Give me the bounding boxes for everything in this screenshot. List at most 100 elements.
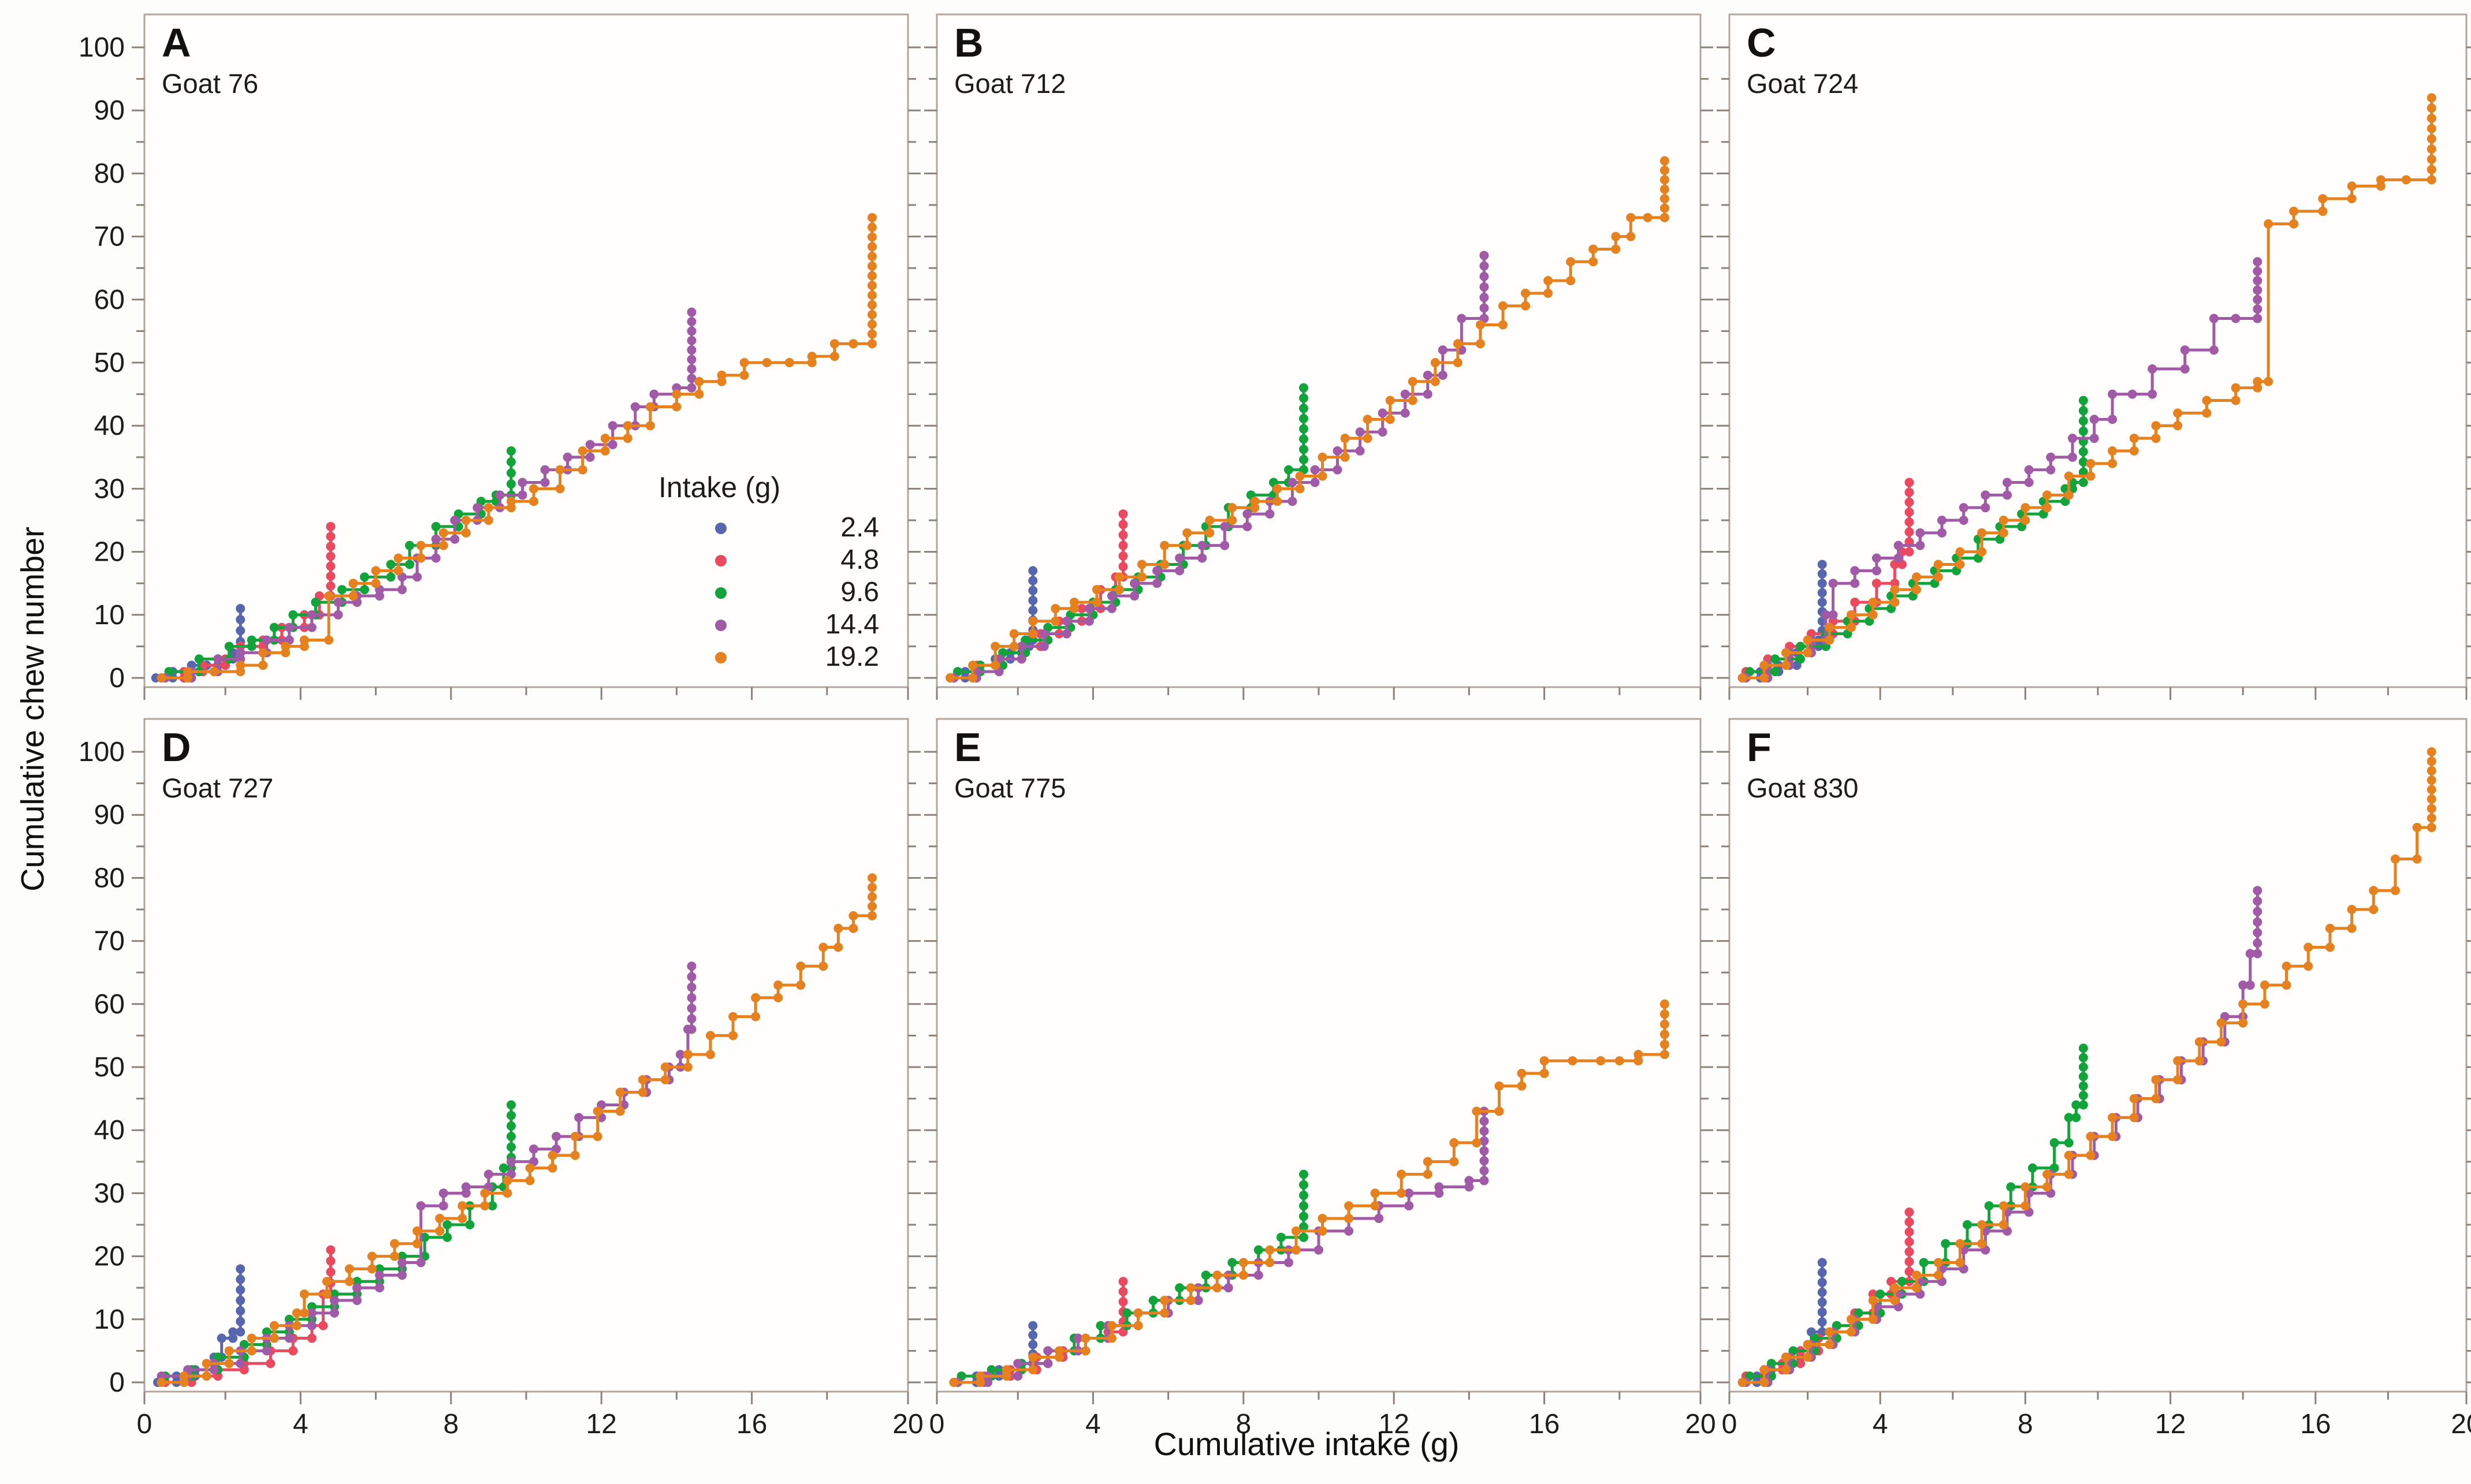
y-axis-ticks: 0 10 20 30 40 50 60 70 80 90 100: [79, 737, 921, 1398]
panel-letter: A: [162, 20, 191, 65]
goat-label: Goat 727: [162, 773, 274, 803]
x-tick-label: 0: [1722, 1409, 1737, 1440]
y-axis-ticks: [1717, 751, 2471, 1384]
panel-frame: [143, 13, 909, 688]
y-tick-label: 60: [94, 285, 125, 315]
x-tick-label: 4: [293, 1409, 308, 1440]
x-tick-label: 16: [2300, 1409, 2331, 1440]
panel-frame: [143, 718, 909, 1393]
y-tick-label: 40: [94, 1115, 125, 1146]
legend-item-label: 9.6: [840, 577, 879, 607]
panel-plot-a: 0 10 20 30 40 50 60 70 80 90 100 Intake (g) 2.44.89.…: [79, 13, 921, 700]
panel-plot-d: 0 4 8 12 16 20 0 10 20 30 40 50 60 70 80 90 100: [79, 718, 924, 1440]
legend-title: Intake (g): [658, 471, 780, 504]
y-tick-label: 30: [94, 1178, 125, 1209]
y-tick-label: 90: [94, 800, 125, 830]
panel-letter: E: [954, 725, 981, 770]
panel-c: C Goat 724: [1729, 14, 2466, 687]
x-tick-label: 4: [1085, 1409, 1101, 1440]
x-tick-label: 20: [2451, 1409, 2471, 1440]
panel-frame: [936, 718, 1702, 1393]
x-axis-ticks: 0 4 8 12 16 20: [929, 1392, 1716, 1440]
goat-label: Goat 76: [162, 68, 259, 99]
panel-frame: [936, 13, 1702, 688]
panel-letter: D: [162, 725, 191, 770]
x-tick-label: 0: [929, 1409, 945, 1440]
y-axis-title: Cumulative chew number: [14, 527, 51, 892]
x-tick-label: 16: [1529, 1409, 1560, 1440]
y-tick-label: 70: [94, 222, 125, 252]
panel-frame: [1728, 13, 2468, 688]
y-axis-ticks: 0 10 20 30 40 50 60 70 80 90 100: [79, 32, 921, 693]
panel-plot-c: [1717, 13, 2471, 700]
y-tick-label: 10: [94, 1304, 125, 1335]
legend-swatch: [715, 555, 727, 566]
x-tick-label: 8: [2018, 1409, 2033, 1440]
panel-b: B Goat 712: [937, 14, 1700, 687]
y-tick-label: 100: [79, 32, 125, 63]
panel-letter: F: [1747, 725, 1772, 770]
goat-label: Goat 830: [1747, 773, 1859, 803]
x-axis-ticks: [1728, 687, 2468, 700]
x-axis-ticks: [143, 687, 909, 700]
series-19.2: [1737, 747, 2436, 1387]
panel-frame: [1728, 718, 2468, 1393]
y-tick-label: 50: [94, 1052, 125, 1083]
y-axis-ticks: [924, 46, 1713, 679]
x-tick-label: 16: [736, 1409, 767, 1440]
panel-a: A Goat 76: [144, 14, 908, 687]
series-14.4: [949, 251, 1489, 683]
y-tick-label: 70: [94, 926, 125, 957]
y-tick-label: 90: [94, 95, 125, 126]
x-axis-ticks: 0 4 8 12 16 20: [137, 1392, 924, 1440]
y-tick-label: 100: [79, 737, 125, 767]
goat-label: Goat 712: [954, 68, 1066, 99]
legend-item-label: 4.8: [840, 545, 879, 575]
y-tick-label: 0: [109, 663, 125, 693]
legend: Intake (g) 2.44.89.614.419.2: [658, 471, 879, 672]
panel-plot-b: [924, 13, 1713, 700]
panel-plot-f: 0 4 8 12 16 20: [1717, 718, 2471, 1440]
series-19.2: [1737, 93, 2436, 683]
panel-letter: C: [1747, 20, 1776, 65]
legend-swatch: [715, 652, 727, 663]
x-tick-label: 12: [586, 1409, 617, 1440]
panel-letter: B: [954, 20, 984, 65]
y-tick-label: 40: [94, 411, 125, 441]
goat-label: Goat 724: [1747, 68, 1859, 99]
y-tick-label: 20: [94, 537, 125, 568]
x-tick-label: 12: [1379, 1409, 1409, 1440]
x-tick-label: 8: [1236, 1409, 1251, 1440]
goat-label: Goat 775: [954, 773, 1066, 803]
series-19.2: [949, 999, 1669, 1387]
y-tick-label: 10: [94, 600, 125, 631]
y-tick-label: 0: [109, 1367, 125, 1398]
legend-swatch: [715, 620, 727, 631]
y-tick-label: 80: [94, 158, 125, 189]
legend-item-label: 14.4: [825, 609, 879, 640]
x-tick-label: 20: [892, 1409, 923, 1440]
series-19.2: [946, 156, 1669, 683]
y-tick-label: 50: [94, 348, 125, 378]
y-tick-label: 30: [94, 473, 125, 504]
panel-f: F Goat 830: [1729, 719, 2466, 1392]
x-tick-label: 12: [2155, 1409, 2186, 1440]
y-axis-ticks: [1717, 46, 2471, 679]
x-axis-title: Cumulative intake (g): [1153, 1426, 1460, 1462]
y-tick-label: 60: [94, 989, 125, 1020]
x-axis-ticks: 0 4 8 12 16 20: [1722, 1392, 2471, 1440]
x-axis-ticks: [936, 687, 1702, 700]
series-19.2: [157, 212, 877, 683]
x-tick-label: 0: [137, 1409, 152, 1440]
y-tick-label: 80: [94, 863, 125, 893]
x-tick-label: 4: [1873, 1409, 1888, 1440]
legend-item-label: 2.4: [840, 512, 879, 543]
panel-plot-e: 0 4 8 12 16 20: [924, 718, 1716, 1440]
legend-item-label: 19.2: [825, 642, 879, 672]
legend-swatch: [715, 587, 727, 599]
panel-d: D Goat 727: [144, 719, 908, 1392]
legend-swatch: [715, 523, 727, 534]
y-tick-label: 20: [94, 1241, 125, 1272]
